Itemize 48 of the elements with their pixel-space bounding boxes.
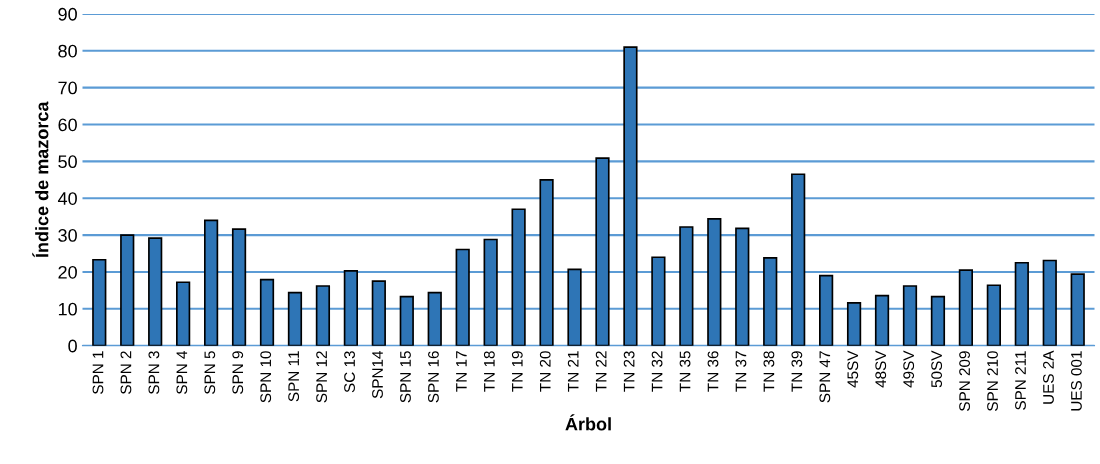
x-tick-label: UES 001	[1071, 351, 1082, 411]
x-tick-label: SPN 5	[204, 351, 216, 394]
x-tick-label: SPN 211	[1015, 351, 1026, 410]
x-tick-label: TN 36	[707, 351, 719, 392]
y-tick-label: 50	[58, 155, 77, 169]
x-tick-label: SPN 1	[92, 351, 104, 394]
x-tick-label: SPN 10	[260, 351, 272, 403]
y-tick-label: 90	[58, 7, 77, 21]
y-axis-title: Índice de mazorca	[32, 101, 49, 258]
y-tick-label: 20	[58, 265, 77, 279]
x-tick-label: UES 2A	[1043, 350, 1054, 404]
x-tick-label: SPN 209	[959, 351, 970, 411]
x-tick-label: SPN 4	[176, 350, 188, 394]
x-tick-label: 49SV	[903, 350, 915, 388]
x-tick-label: TN 37	[735, 351, 747, 392]
x-tick-label: TN 21	[567, 351, 579, 392]
x-tick-label: SPN 16	[428, 351, 439, 403]
x-tick-label: SPN 2	[120, 351, 132, 394]
x-tick-label: SPN 3	[148, 351, 160, 394]
x-tick-label: TN 20	[539, 351, 551, 392]
x-tick-label: SPN 11	[288, 351, 300, 402]
x-axis-title: Árbol	[565, 414, 611, 431]
x-tick-label: TN 17	[456, 351, 467, 392]
x-tick-label: SPN 12	[316, 351, 328, 403]
y-tick-label: 40	[57, 192, 77, 205]
x-tick-label: TN 22	[595, 351, 607, 392]
x-tick-label: TN 35	[679, 351, 691, 392]
y-tick-label: 30	[58, 229, 77, 242]
x-tick-label: TN 38	[763, 351, 775, 392]
y-tick-label: 10	[58, 302, 77, 316]
x-tick-label: TN 39	[791, 351, 803, 392]
x-tick-label: SPN 9	[232, 351, 244, 394]
y-tick-label: 70	[58, 81, 77, 95]
x-tick-label: SC 13	[344, 351, 355, 393]
y-tick-label: 0	[68, 339, 77, 353]
x-tick-label: TN 32	[651, 351, 663, 392]
x-tick-label: 45SV	[847, 350, 859, 388]
y-tick-label: 60	[58, 118, 77, 132]
x-tick-label: 50SV	[931, 350, 943, 388]
x-tick-label: 48SV	[875, 350, 887, 388]
x-tick-label: SPN 210	[987, 351, 998, 411]
x-tick-label: SPN14	[372, 350, 383, 399]
x-tick-label: SPN 47	[819, 351, 831, 403]
x-tick-label: TN 19	[511, 351, 523, 392]
x-tick-label: TN 18	[483, 351, 495, 392]
y-tick-label: 80	[58, 44, 77, 58]
x-tick-label: SPN 15	[400, 351, 411, 403]
x-tick-label: TN 23	[623, 351, 635, 392]
